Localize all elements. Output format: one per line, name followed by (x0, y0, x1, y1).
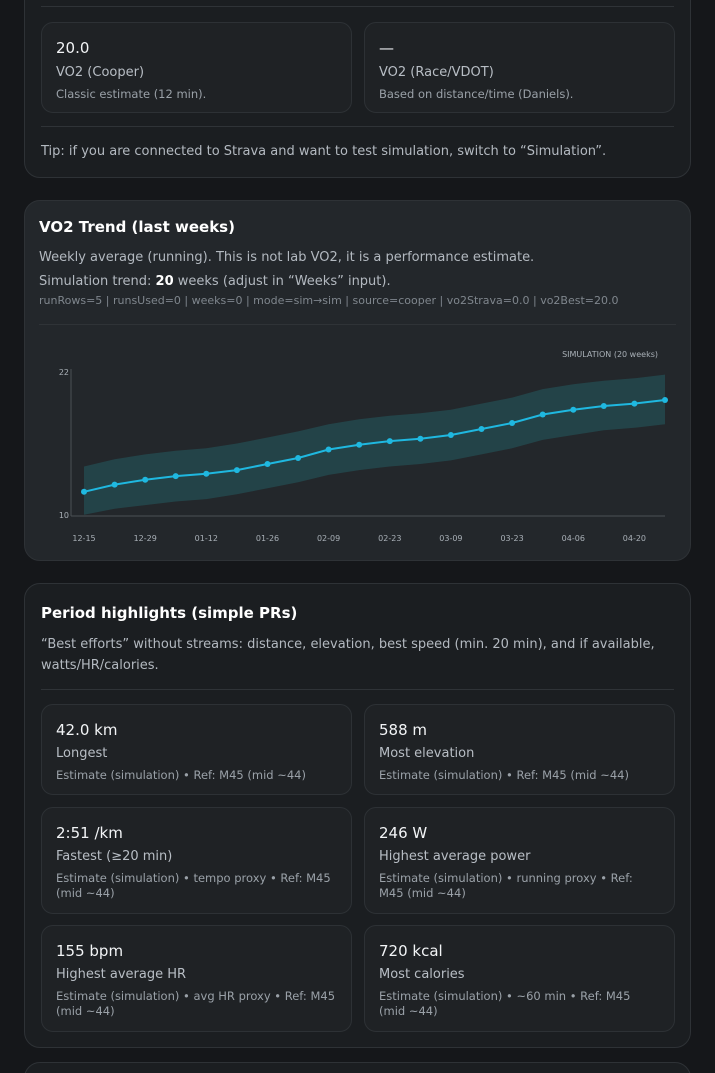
data-points (81, 397, 668, 495)
data-point (203, 470, 210, 477)
data-point (417, 435, 424, 442)
highlights-desc-line1: “Best efforts” without streams: distance… (41, 637, 655, 652)
vo2-race-card: — VO2 (Race/VDOT) Based on distance/time… (364, 22, 675, 113)
period-highlights-panel: Period highlights (simple PRs) “Best eff… (24, 583, 691, 1048)
data-point (81, 488, 87, 495)
data-point (233, 467, 240, 474)
data-point (478, 426, 485, 432)
pr-desc: Estimate (simulation) • Ref: M45 (mid ~4… (56, 768, 306, 782)
pr-label: Longest (56, 746, 108, 761)
data-point (142, 476, 149, 483)
debug-info: runRows=5 | runsUsed=0 | weeks=0 | mode=… (39, 294, 619, 307)
panel-divider (41, 126, 674, 127)
pr-label: Highest average power (379, 849, 531, 864)
pr-card-longest: 42.0 km Longest Estimate (simulation) • … (41, 704, 352, 795)
pr-desc: Estimate (simulation) • Ref: M45 (mid ~4… (379, 768, 629, 782)
pr-desc: Estimate (simulation) • tempo proxy • Re… (56, 871, 331, 900)
vo2-cooper-label: VO2 (Cooper) (56, 65, 145, 80)
pr-value: 588 m (379, 721, 428, 739)
vo2-race-desc: Based on distance/time (Daniels). (379, 87, 574, 101)
x-tick-label: 04-20 (623, 534, 646, 543)
y-tick-label: 10 (59, 511, 69, 520)
data-point (539, 411, 546, 418)
data-point (631, 400, 638, 407)
x-tick-label: 02-09 (317, 534, 340, 543)
data-point (295, 455, 302, 461)
sim-prefix: Simulation trend: (39, 274, 156, 289)
x-tick-label: 01-12 (195, 534, 218, 543)
data-point (447, 432, 454, 438)
panel-divider (41, 689, 674, 690)
simulation-badge: SIMULATION (20 weeks) (562, 350, 658, 359)
x-tick-label: 12-15 (72, 534, 95, 543)
data-point (386, 438, 393, 445)
highlights-title: Period highlights (simple PRs) (41, 604, 298, 622)
trend-subtitle: Weekly average (running). This is not la… (39, 250, 535, 265)
pr-card-power: 246 W Highest average power Estimate (si… (364, 807, 675, 914)
pr-card-fastest: 2:51 /km Fastest (≥20 min) Estimate (sim… (41, 807, 352, 914)
pr-card-hr: 155 bpm Highest average HR Estimate (sim… (41, 925, 352, 1032)
pr-desc: Estimate (simulation) • ~60 min • Ref: M… (379, 989, 631, 1018)
pr-value: 246 W (379, 824, 428, 842)
vo2-cooper-desc: Classic estimate (12 min). (56, 87, 207, 101)
pr-label: Fastest (≥20 min) (56, 849, 173, 864)
pr-value: 155 bpm (56, 942, 124, 960)
vo2-cooper-card: 20.0 VO2 (Cooper) Classic estimate (12 m… (41, 22, 352, 113)
confidence-band (84, 374, 665, 515)
pr-desc: Estimate (simulation) • avg HR proxy • R… (56, 989, 336, 1018)
vo2-cooper-value: 20.0 (56, 39, 90, 57)
simulation-tip: Tip: if you are connected to Strava and … (41, 144, 607, 159)
vo2-trend-chart: SIMULATION (20 weeks) 22 10 12-15 12-29 01… (59, 350, 668, 543)
data-point (172, 473, 179, 480)
pr-value: 42.0 km (56, 721, 118, 739)
pr-card-calories: 720 kcal Most calories Estimate (simulat… (364, 925, 675, 1032)
x-tick-label: 01-26 (256, 534, 279, 543)
highlights-desc-line2: watts/HR/calories. (41, 658, 159, 673)
sim-weeks: 20 (155, 274, 174, 289)
x-tick-label: 02-23 (378, 534, 401, 543)
x-tick-labels: 12-15 12-29 01-12 01-26 02-09 02-23 03-09 03-23… (72, 534, 646, 543)
pr-value: 720 kcal (379, 942, 443, 960)
data-point (570, 406, 577, 413)
data-point (325, 446, 332, 453)
data-point (356, 441, 363, 448)
pr-desc: Estimate (simulation) • running proxy • … (379, 871, 633, 900)
pr-label: Most calories (379, 967, 465, 982)
data-point (662, 397, 668, 403)
pr-value: 2:51 /km (56, 824, 123, 842)
next-panel (24, 1062, 691, 1073)
vo2-race-value: — (379, 39, 394, 57)
panel-divider (39, 324, 676, 325)
trend-line (83, 399, 666, 493)
x-tick-label: 04-06 (562, 534, 585, 543)
x-tick-label: 03-09 (439, 534, 462, 543)
data-point (111, 481, 118, 488)
trend-title: VO2 Trend (last weeks) (39, 218, 235, 236)
data-point (509, 420, 516, 426)
x-tick-label: 03-23 (500, 534, 523, 543)
vo2-estimates-panel: 20.0 VO2 (Cooper) Classic estimate (12 m… (24, 0, 691, 178)
data-point (600, 403, 607, 409)
panel-divider (41, 6, 674, 7)
pr-label: Most elevation (379, 746, 475, 761)
x-tick-label: 12-29 (134, 534, 157, 543)
pr-card-elevation: 588 m Most elevation Estimate (simulatio… (364, 704, 675, 795)
sim-suffix: weeks (adjust in “Weeks” input). (173, 274, 391, 289)
data-point (264, 461, 271, 467)
vo2-trend-panel: VO2 Trend (last weeks) Weekly average (r… (24, 200, 691, 561)
simulation-trend-text: Simulation trend: 20 weeks (adjust in “W… (39, 274, 391, 289)
pr-label: Highest average HR (56, 967, 187, 982)
y-tick-label: 22 (59, 368, 69, 377)
vo2-race-label: VO2 (Race/VDOT) (379, 65, 494, 80)
